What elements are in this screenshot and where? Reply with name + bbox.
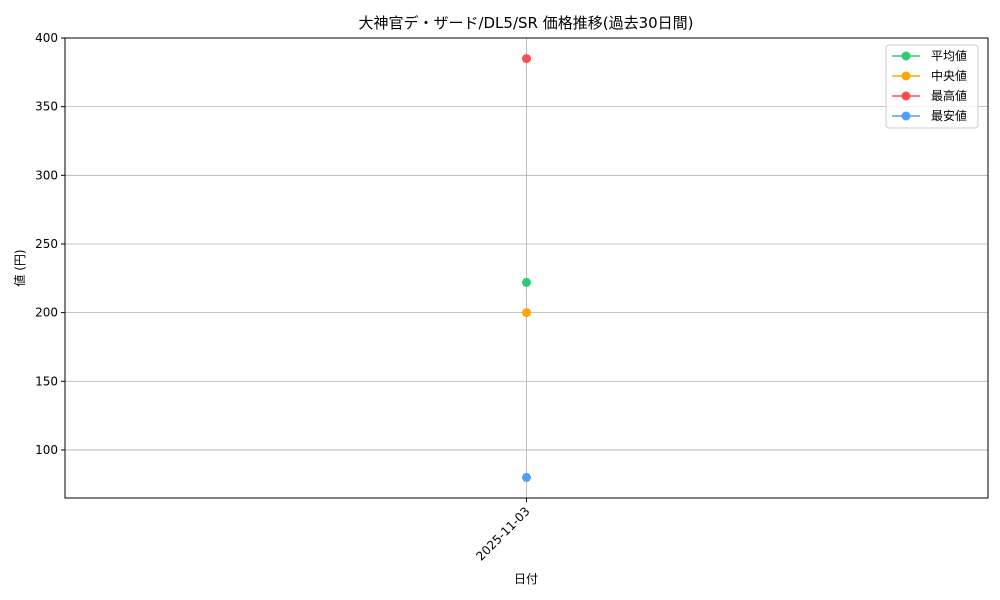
legend-marker: [901, 91, 911, 101]
x-axis-label: 日付: [514, 572, 538, 586]
y-tick-label: 250: [35, 237, 58, 251]
y-tick-label: 400: [35, 31, 58, 45]
legend-label: 中央値: [931, 68, 967, 83]
plot-area: [64, 37, 989, 499]
y-tick-label: 100: [35, 443, 58, 457]
data-point: [522, 277, 531, 287]
y-tick-label: 350: [35, 100, 58, 114]
legend-marker: [901, 51, 911, 61]
legend-label: 最安値: [931, 108, 967, 123]
y-tick-label: 300: [35, 168, 58, 182]
data-point: [522, 308, 531, 318]
data-point: [522, 472, 531, 482]
y-tick-label: 200: [35, 306, 58, 320]
y-axis-label: 値 (円): [12, 249, 27, 286]
legend-label: 平均値: [931, 48, 967, 63]
legend-label: 最高値: [931, 88, 967, 103]
legend-box: [885, 44, 979, 129]
y-tick-label: 150: [35, 374, 58, 388]
legend-marker: [901, 71, 911, 81]
data-point: [522, 54, 531, 64]
x-tick-label: 2025-11-03: [473, 504, 532, 563]
chart-title: 大神官デ・ザード/DL5/SR 価格推移(過去30日間): [358, 14, 693, 32]
legend-marker: [901, 111, 911, 121]
